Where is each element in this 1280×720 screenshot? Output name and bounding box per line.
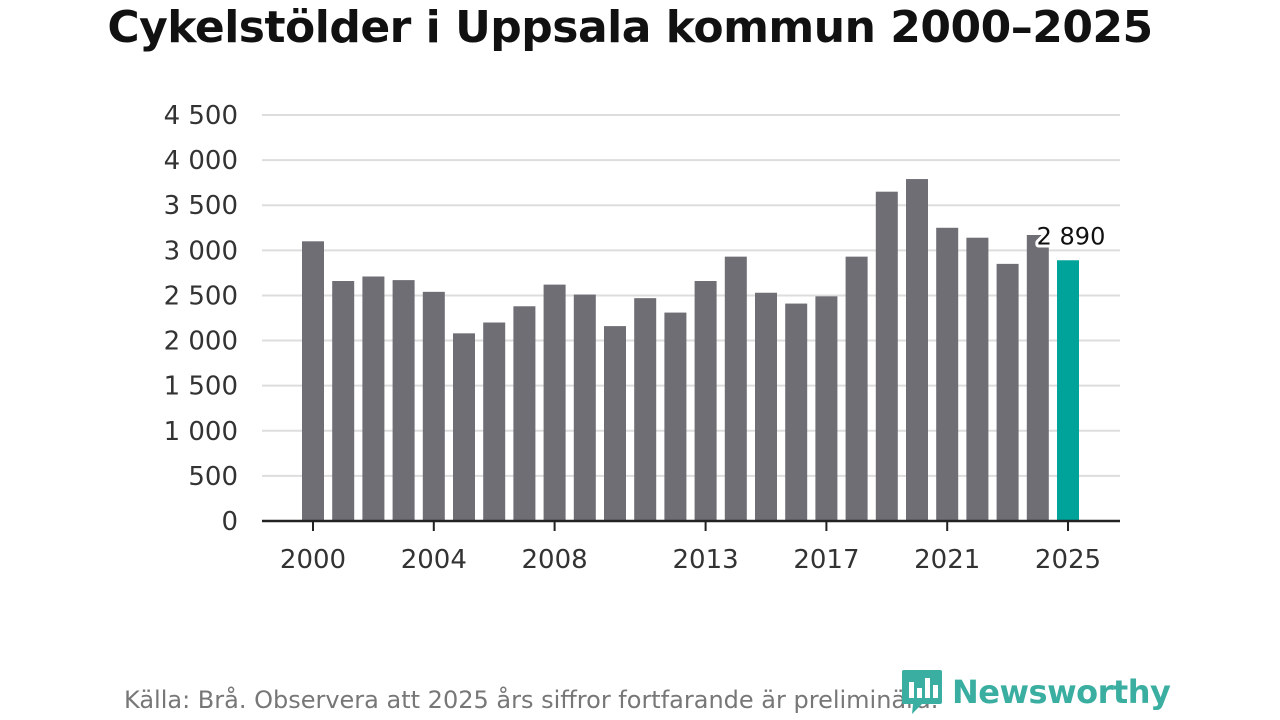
bar-2025 — [1057, 260, 1079, 521]
x-tick-label-2021: 2021 — [914, 545, 980, 575]
bar-2010 — [604, 326, 626, 521]
x-axis — [262, 519, 1120, 531]
x-axis-tick-labels: 2000 2004 2008 2013 2017 2021 2025 — [280, 545, 1101, 575]
data-labels: 2 890 — [1034, 219, 1109, 253]
bar-2007 — [513, 306, 536, 521]
y-tick-label-0: 0 — [221, 507, 238, 537]
y-tick-label-500: 500 — [188, 462, 238, 492]
bar-2006 — [483, 322, 506, 521]
x-tick-label-2025: 2025 — [1035, 545, 1101, 575]
x-tick-label-2013: 2013 — [673, 545, 739, 575]
bar-2016 — [785, 303, 808, 521]
y-tick-label-4500: 4 500 — [164, 101, 238, 131]
source-note: Källa: Brå. Observera att 2025 års siffr… — [124, 686, 939, 714]
y-tick-label-1500: 1 500 — [164, 372, 238, 402]
bar-2020 — [906, 179, 928, 521]
bar-2015 — [755, 292, 777, 521]
bars — [302, 179, 1079, 522]
data-label-2025: 2 890 — [1037, 222, 1106, 250]
gridlines — [262, 114, 1120, 477]
bar-2012 — [664, 312, 687, 521]
bar-2022 — [966, 237, 989, 522]
y-tick-label-3500: 3 500 — [164, 191, 238, 221]
x-tick-label-2000: 2000 — [280, 545, 346, 575]
x-tick-label-2017: 2017 — [793, 545, 859, 575]
bar-2017 — [815, 296, 838, 521]
bar-2011 — [634, 298, 657, 521]
y-tick-label-3000: 3 000 — [164, 236, 238, 266]
y-tick-label-2000: 2 000 — [164, 327, 238, 357]
y-tick-label-1000: 1 000 — [164, 417, 238, 447]
brand-logo: Newsworthy — [900, 668, 1171, 716]
bar-2024 — [1026, 234, 1049, 522]
bar-2008 — [543, 284, 566, 521]
bar-2001 — [332, 281, 355, 521]
y-tick-label-2500: 2 500 — [164, 281, 238, 311]
bar-2013 — [694, 281, 717, 521]
bar-2023 — [996, 263, 1019, 521]
bar-2014 — [724, 256, 747, 521]
y-tick-label-4000: 4 000 — [164, 146, 238, 176]
x-tick-label-2008: 2008 — [522, 545, 588, 575]
chart-title: Cykelstölder i Uppsala kommun 2000–2025 — [107, 2, 1153, 53]
bar-2004 — [422, 291, 445, 521]
bar-2005 — [453, 333, 475, 521]
brand-name: Newsworthy — [952, 673, 1171, 711]
bar-2021 — [936, 227, 959, 521]
bar-2002 — [362, 276, 385, 521]
bar-2009 — [573, 294, 596, 521]
y-axis-tick-labels: 0 500 1 000 1 500 2 000 2 500 3 000 3 500 4 000 4… — [164, 101, 238, 537]
bar-2018 — [845, 256, 868, 521]
bar-2019 — [875, 191, 898, 521]
newsworthy-logo-icon — [902, 670, 942, 714]
bar-chart: 0 500 1 000 1 500 2 000 2 500 3 000 3 500 4 000 4… — [164, 101, 1120, 575]
bar-2003 — [392, 280, 415, 521]
x-tick-label-2004: 2004 — [401, 545, 467, 575]
bar-2000 — [302, 241, 324, 522]
